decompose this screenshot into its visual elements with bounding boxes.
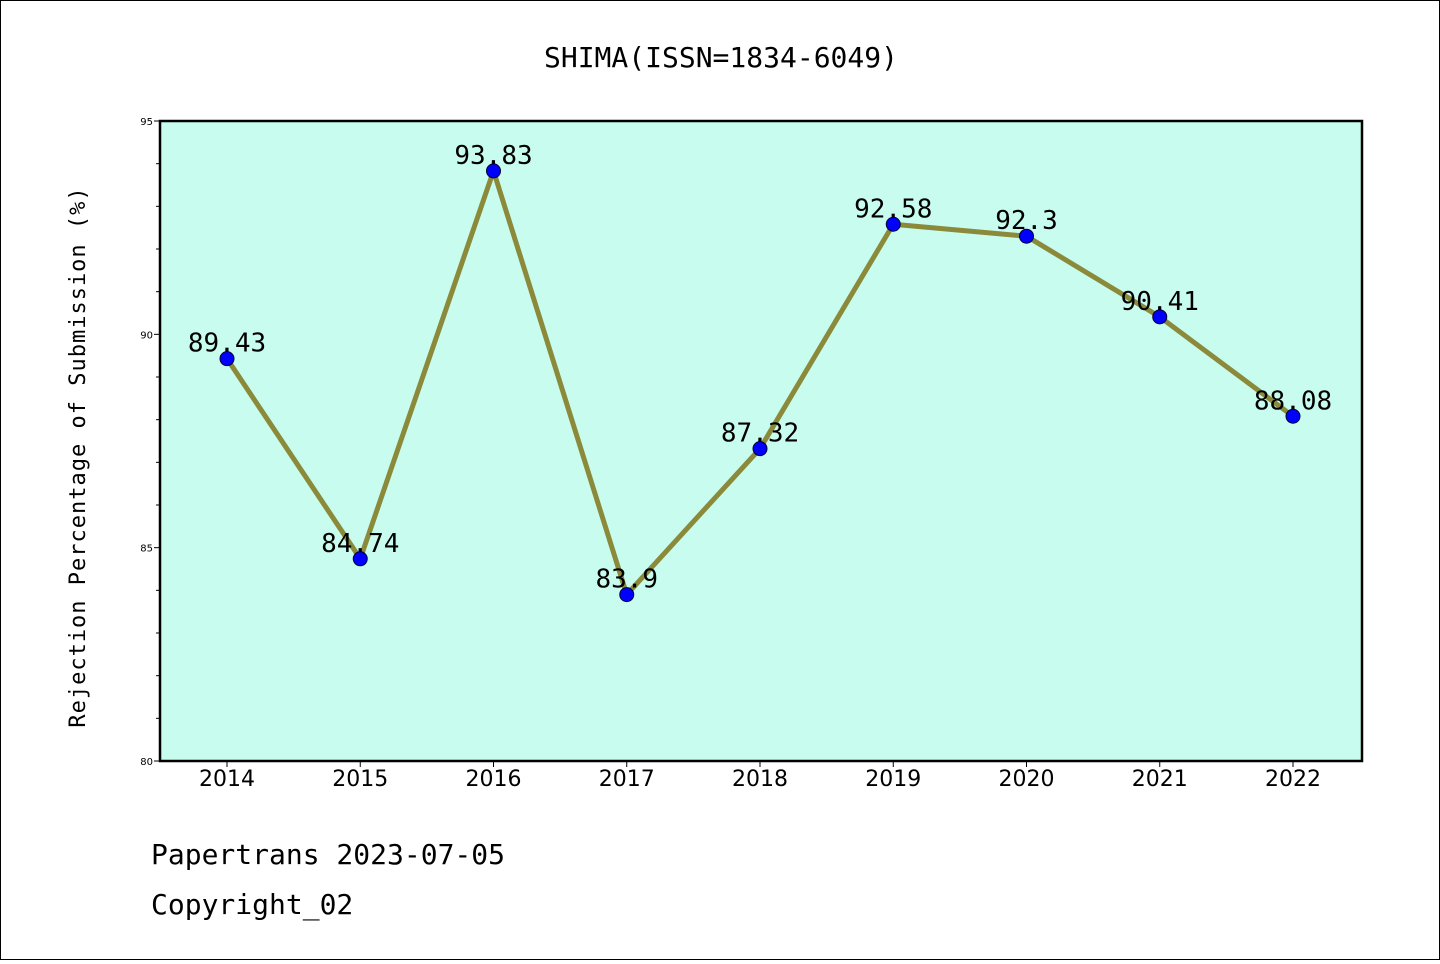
data-point [352,551,368,567]
x-axis: 2014 2015 2016 2017 2018 2019 2020 2021 2022 [199,761,1321,792]
series-group: 89.43 84.74 93.83 83.9 87.32 92.58 92.3 90.41 88… [188,141,1332,603]
data-point [885,216,901,232]
data-point [1285,408,1301,424]
data-point [1152,309,1168,325]
data-point [486,163,501,179]
x-tick-label: 2021 [1132,767,1188,792]
data-label: 90.41 [1121,287,1199,317]
plot-area [160,121,1362,761]
x-tick-label: 2019 [865,767,921,792]
footer-date: Papertrans 2023-07-05 [151,838,505,871]
y-tick-label: 80 [140,757,153,768]
data-point [619,587,635,603]
x-tick-label: 2016 [466,767,522,792]
x-tick-label: 2022 [1265,767,1321,792]
data-point [752,441,768,457]
data-label: 88.08 [1254,386,1332,416]
plot-border [158,119,1364,763]
data-label: 92.3 [995,206,1058,236]
data-label: 83.9 [595,565,658,595]
data-label: 92.58 [854,194,932,224]
data-label: 84.74 [321,529,399,559]
chart-title: SHIMA(ISSN=1834-6049) [544,41,898,74]
y-axis-label: Rejection Percentage of Submission (%) [66,186,91,727]
data-point [219,351,235,367]
data-label: 87.32 [721,419,799,449]
y-tick-label: 85 [140,544,153,555]
x-tick-label: 2018 [732,767,788,792]
x-tick-label: 2015 [332,767,388,792]
footer-copyright: Copyright_02 [151,888,353,922]
x-tick-label: 2014 [199,767,255,792]
y-tick-label: 90 [140,330,153,341]
y-tick-label: 95 [140,117,153,128]
data-label: 93.83 [454,141,532,171]
data-label: 89.43 [188,329,266,359]
x-tick-label: 2020 [999,767,1055,792]
y-axis: 80 85 90 95 [140,117,160,768]
data-point [1019,228,1034,244]
x-tick-label: 2017 [599,767,655,792]
